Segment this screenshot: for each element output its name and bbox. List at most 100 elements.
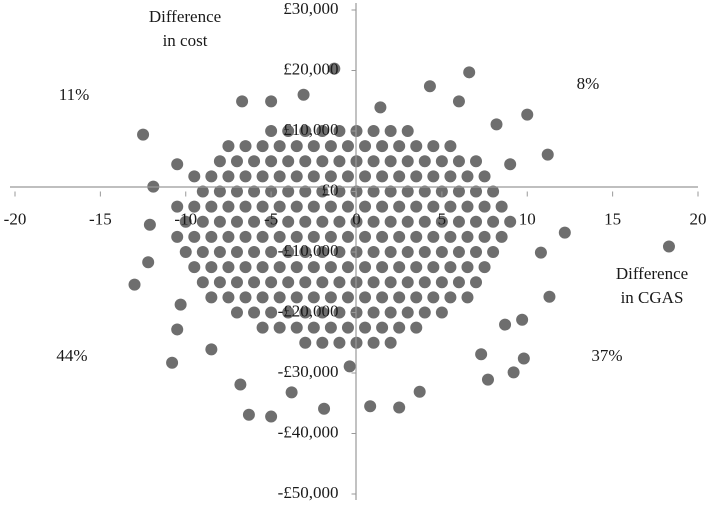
point — [504, 158, 517, 171]
point — [316, 306, 329, 319]
point — [290, 261, 303, 274]
point — [256, 261, 269, 274]
point — [410, 170, 423, 183]
point — [364, 400, 377, 413]
point — [376, 261, 389, 274]
point — [543, 290, 556, 303]
x-axis-title: in CGAS — [621, 288, 684, 307]
point — [299, 215, 312, 228]
x-tick-label: -5 — [264, 209, 278, 228]
x-tick-label: 20 — [690, 209, 707, 228]
point — [470, 246, 483, 258]
point — [299, 306, 312, 319]
point — [273, 140, 286, 153]
x-tick-label: -20 — [4, 209, 27, 228]
point — [401, 125, 414, 137]
x-tick-label: 10 — [519, 209, 536, 228]
axes: -20 -15 -10 -5 0 5 10 15 20 -£50,000 -£40,000 -£30,… — [4, 0, 707, 502]
point — [427, 140, 440, 153]
point — [236, 95, 249, 108]
point — [495, 200, 508, 213]
point — [376, 230, 389, 243]
point — [256, 230, 269, 243]
point — [273, 321, 286, 334]
point — [393, 321, 406, 334]
point — [452, 95, 465, 108]
y-tick-label: -£50,000 — [278, 483, 339, 502]
point — [359, 200, 372, 213]
point — [367, 276, 380, 289]
point — [475, 348, 488, 361]
point — [205, 291, 218, 304]
y-tick-label: £20,000 — [283, 59, 338, 78]
point — [316, 336, 329, 349]
point — [463, 66, 476, 79]
point — [256, 140, 269, 153]
point — [401, 155, 414, 168]
point — [461, 200, 474, 213]
point — [341, 321, 354, 334]
point — [196, 276, 209, 289]
point — [376, 200, 389, 213]
point — [333, 125, 346, 137]
point — [410, 230, 423, 243]
y-tick-label: £10,000 — [283, 120, 338, 139]
point — [359, 291, 372, 304]
point — [333, 276, 346, 289]
point — [452, 276, 465, 289]
point — [410, 291, 423, 304]
point — [410, 140, 423, 153]
point — [461, 291, 474, 304]
point — [516, 313, 529, 326]
y-tick-label: -£40,000 — [278, 422, 339, 441]
point — [444, 140, 457, 153]
point — [470, 155, 483, 168]
point — [333, 336, 346, 349]
point — [213, 155, 226, 168]
point — [341, 230, 354, 243]
point — [359, 140, 372, 153]
point — [343, 360, 356, 373]
point — [384, 215, 397, 228]
point — [316, 185, 329, 198]
point — [341, 200, 354, 213]
point — [401, 185, 414, 198]
point — [461, 261, 474, 274]
x-tick-label: -10 — [174, 209, 197, 228]
point — [290, 200, 303, 213]
point — [495, 230, 508, 243]
point — [230, 276, 243, 289]
point — [239, 140, 252, 153]
point — [213, 215, 226, 228]
point — [418, 246, 431, 258]
point — [367, 125, 380, 137]
point — [248, 185, 261, 198]
point — [427, 261, 440, 274]
point — [222, 291, 235, 304]
point — [239, 200, 252, 213]
point — [481, 373, 494, 386]
point — [328, 62, 341, 75]
point — [222, 261, 235, 274]
x-tick-label: 0 — [352, 209, 361, 228]
quadrant-label: 37% — [591, 346, 622, 365]
point — [558, 226, 571, 239]
point — [316, 215, 329, 228]
y-tick-label: -£10,000 — [278, 241, 339, 260]
y-tick-label: £30,000 — [283, 0, 338, 18]
point — [376, 321, 389, 334]
point — [222, 230, 235, 243]
point — [265, 246, 278, 258]
point — [452, 185, 465, 198]
point — [435, 246, 448, 258]
point — [248, 155, 261, 168]
point — [521, 108, 534, 121]
point — [478, 200, 491, 213]
point — [452, 155, 465, 168]
point — [143, 218, 156, 231]
y-axis-title: in cost — [163, 31, 208, 50]
point — [230, 246, 243, 258]
point — [418, 155, 431, 168]
point — [239, 170, 252, 183]
point — [359, 261, 372, 274]
